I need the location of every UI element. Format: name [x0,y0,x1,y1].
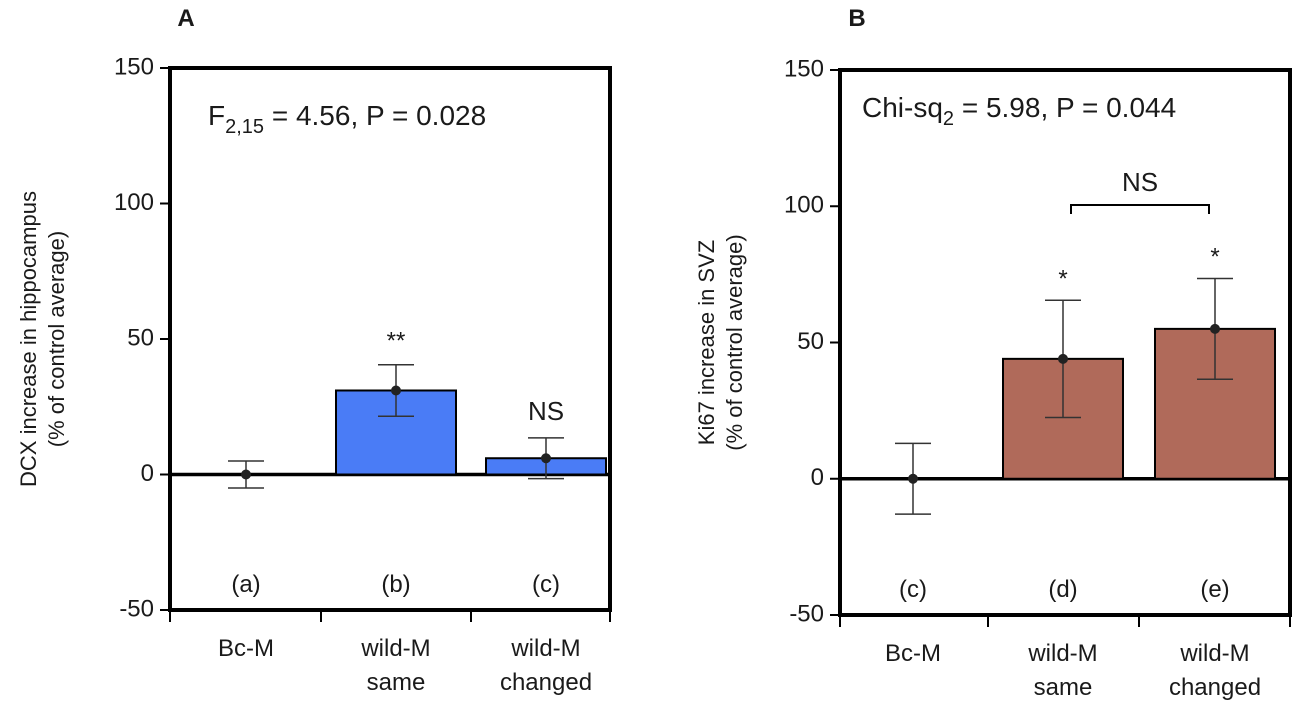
group-label: (c) [899,576,927,603]
y-tick-label: 0 [141,460,154,487]
stat-subscript: 2,15 [225,116,264,138]
category-label: wild-M [1027,640,1097,667]
category-label: Bc-M [885,640,941,667]
panel-b: B Ki67 increase in SVZ (% of control avera… [694,5,1292,701]
stat-name: Chi-sq [862,92,943,123]
group-label: (a) [231,571,260,598]
panel-a: A DCX increase in hippocampus (% of contro… [16,5,612,696]
y-tick-label: -50 [789,600,824,627]
y-axis-label: Ki67 increase in SVZ [694,240,719,445]
significance-label: NS [528,396,564,426]
stat-value: = 4.56, P = 0.028 [264,100,486,131]
stat-annotation: F2,15 = 4.56, P = 0.028 [208,100,486,138]
y-tick-label: 150 [114,53,154,80]
plot-frame [838,68,1292,617]
category-label: wild-M [1179,640,1249,667]
y-axis-sublabel: (% of control average) [722,234,747,450]
mean-point [1058,353,1068,364]
mean-point [1210,323,1220,334]
group-label: (b) [381,571,410,598]
y-tick-label: 150 [784,55,824,82]
significance-label: * [1210,243,1219,270]
mean-point [908,473,918,484]
group-label: (e) [1200,576,1229,603]
category-label: Bc-M [218,635,274,662]
significance-label: * [1058,265,1067,292]
y-tick-label: 100 [784,192,824,219]
mean-point [391,385,401,396]
category-label-line2: same [1034,674,1093,701]
y-tick-label: 50 [797,328,824,355]
group-label: (d) [1048,576,1077,603]
stat-name: F [208,100,225,131]
comparison-bracket [1070,204,1210,214]
stat-value: = 5.98, P = 0.044 [954,92,1176,123]
mean-point [541,453,551,464]
category-label-line2: same [367,669,426,696]
category-label-line2: changed [1169,674,1261,701]
category-label-line2: changed [500,669,592,696]
plot-frame [168,66,612,612]
y-tick-label: -50 [119,595,154,622]
significance-label: ** [387,328,406,355]
y-axis-sublabel: (% of control average) [44,231,69,447]
category-label: wild-M [360,635,430,662]
y-axis-label: DCX increase in hippocampus [16,191,41,487]
panel-label: A [177,5,194,32]
group-label: (c) [532,571,560,598]
mean-point [241,469,251,480]
y-tick-label: 100 [114,189,154,216]
y-tick-label: 0 [811,464,824,491]
stat-annotation: Chi-sq2 = 5.98, P = 0.044 [862,92,1176,130]
category-label: wild-M [510,635,580,662]
stat-subscript: 2 [943,108,954,130]
bracket-label: NS [1122,167,1158,197]
panel-label: B [848,5,865,32]
y-tick-label: 50 [127,324,154,351]
